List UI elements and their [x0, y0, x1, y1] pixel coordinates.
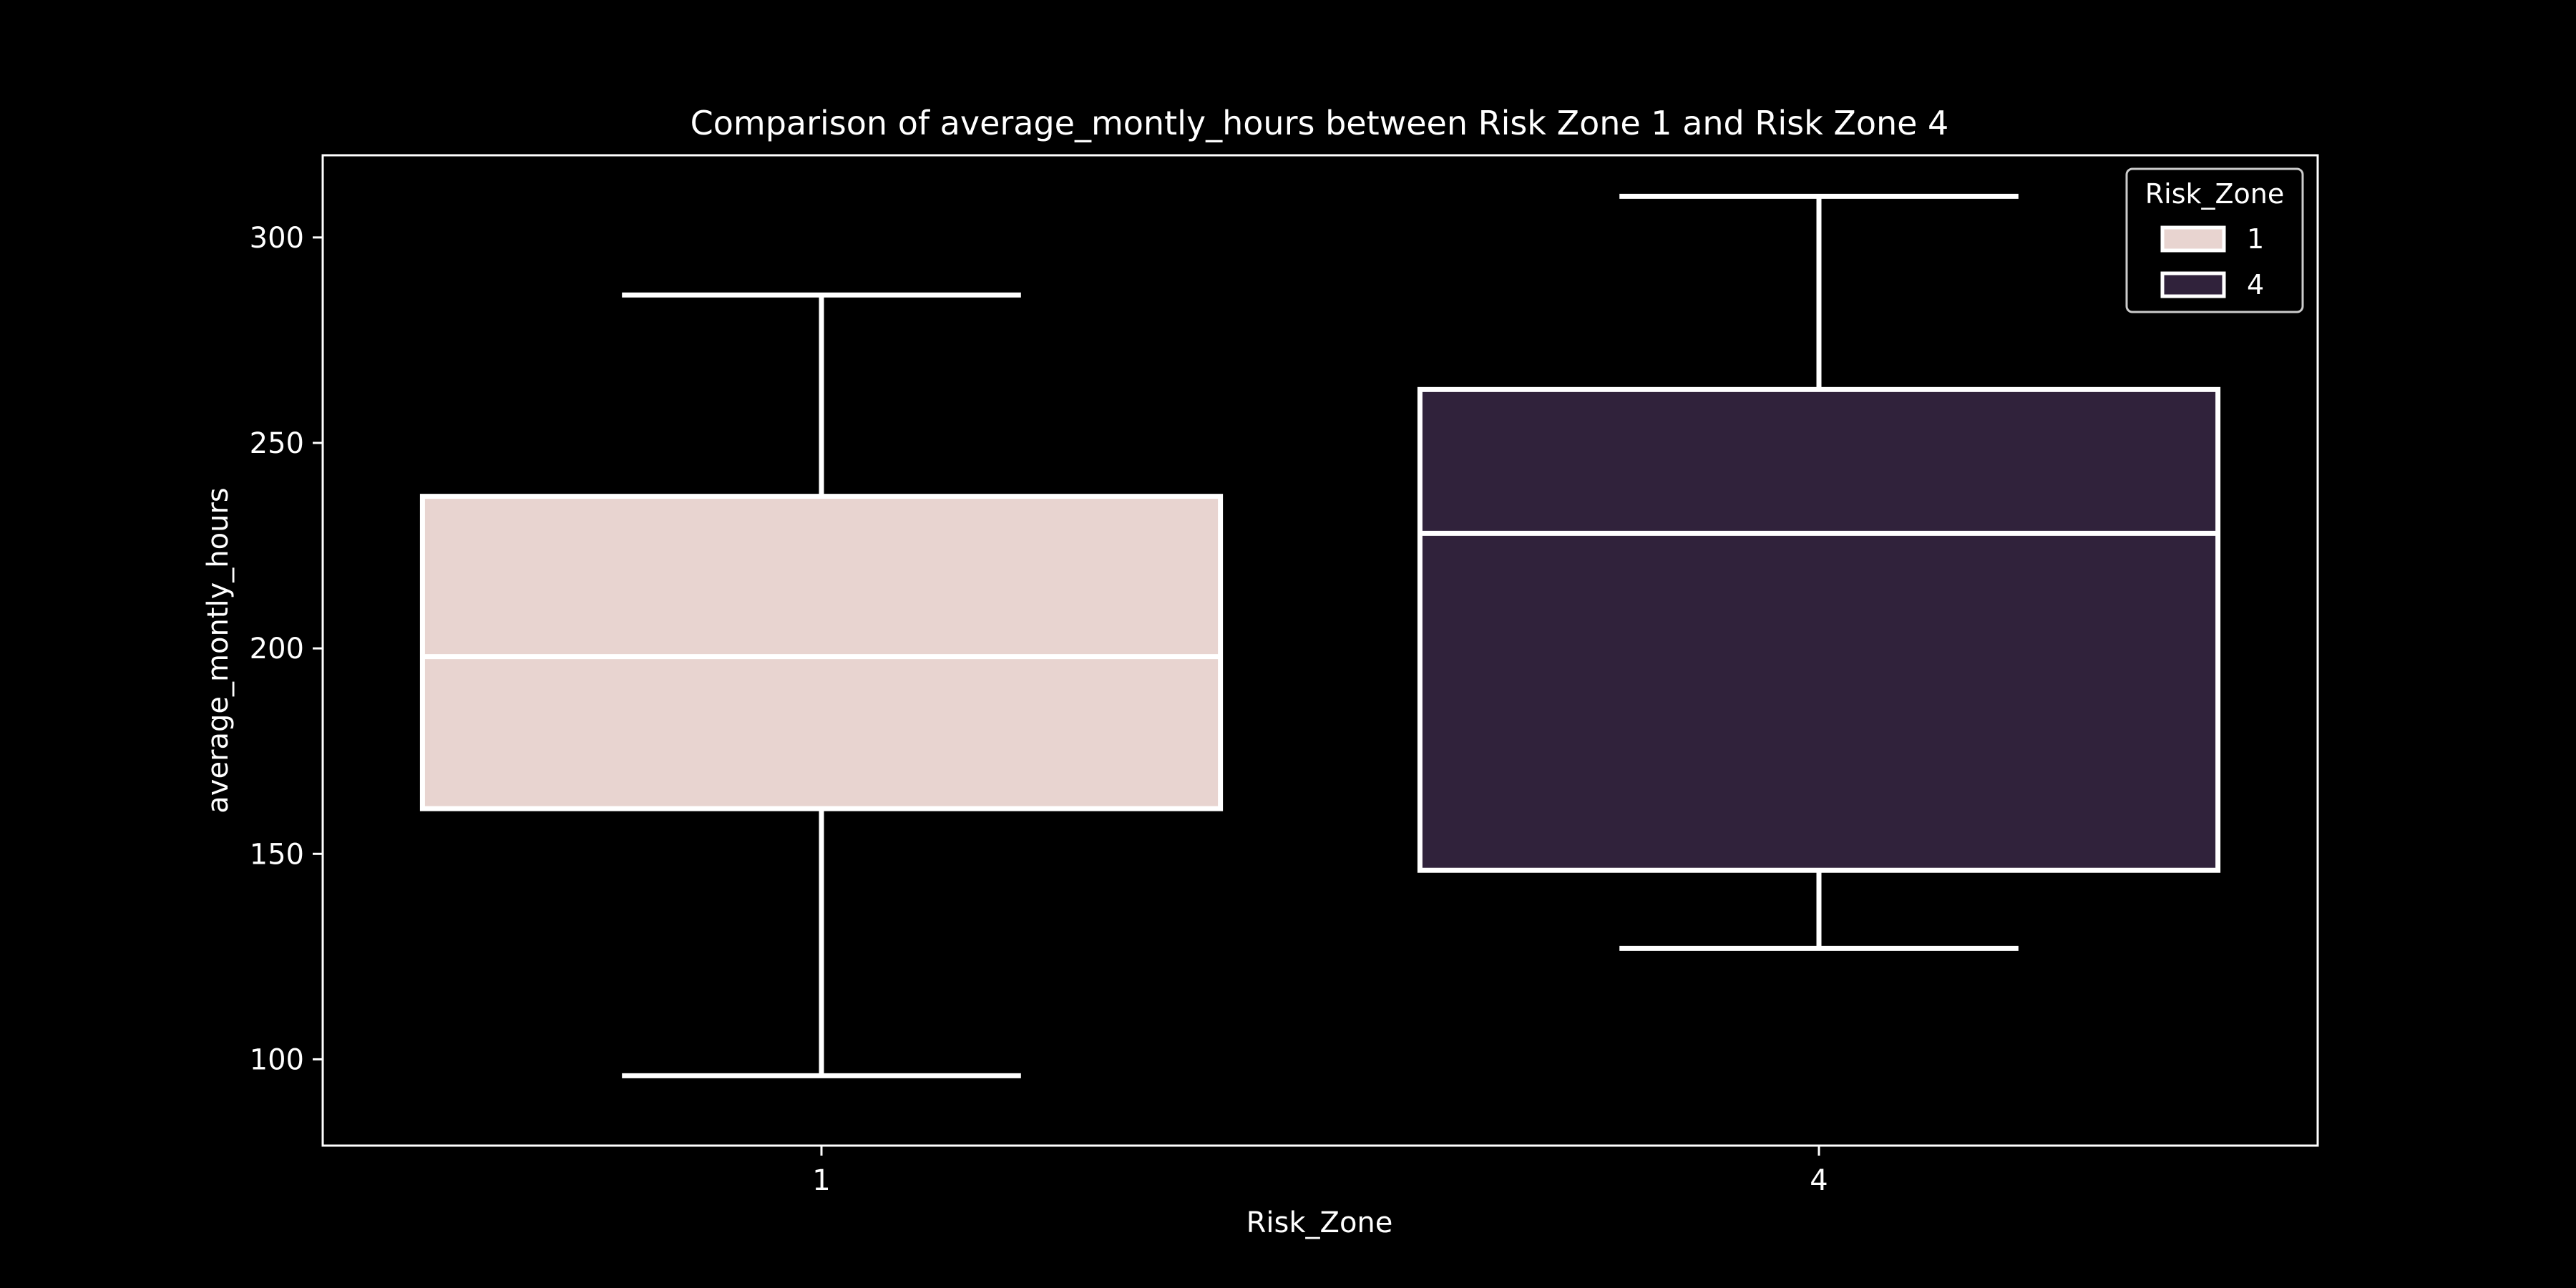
legend-title: Risk_Zone [2145, 178, 2285, 210]
x-tick-label: 1 [812, 1164, 830, 1197]
legend-swatch-4 [2160, 271, 2226, 298]
box-group-4 [1417, 193, 2221, 951]
chart-title: Comparison of average_montly_hours betwe… [691, 104, 1949, 142]
y-tick-label: 250 [250, 427, 304, 460]
y-tick-label: 300 [250, 222, 304, 255]
legend-swatch-1 [2160, 225, 2226, 253]
box-group-1 [419, 292, 1224, 1078]
box-iqr [419, 494, 1224, 811]
plot-frame [321, 154, 2319, 1147]
y-axis: 100 150 200 250 300 [250, 222, 323, 1076]
legend-label-4: 4 [2247, 269, 2264, 301]
box-iqr [1417, 386, 2221, 873]
x-tick-label: 4 [1810, 1164, 1828, 1197]
y-tick-label: 150 [250, 838, 304, 871]
y-tick-label: 200 [250, 633, 304, 665]
plot-area [419, 193, 2221, 1078]
legend: Risk_Zone 1 4 [2125, 167, 2304, 313]
legend-label-1: 1 [2247, 223, 2264, 255]
x-axis-label: Risk_Zone [1246, 1206, 1393, 1239]
y-tick-label: 100 [250, 1043, 304, 1076]
y-axis-label: average_montly_hours [202, 487, 235, 813]
